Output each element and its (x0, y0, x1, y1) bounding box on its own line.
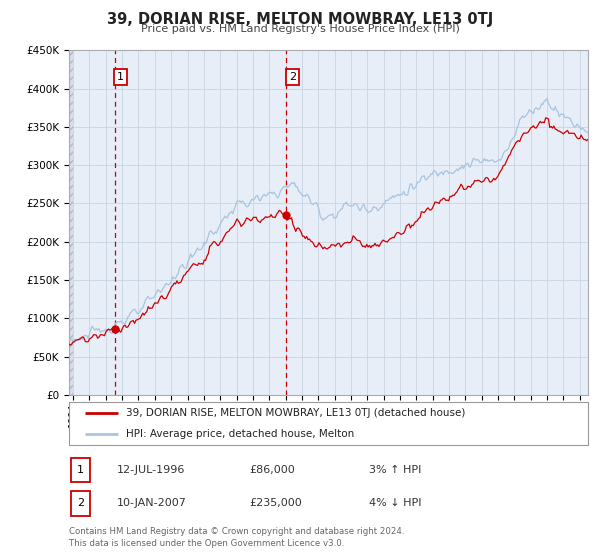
Text: Contains HM Land Registry data © Crown copyright and database right 2024.: Contains HM Land Registry data © Crown c… (69, 528, 404, 536)
Text: 12-JUL-1996: 12-JUL-1996 (117, 465, 185, 475)
Bar (69, 50, 73, 395)
Bar (71, 458, 90, 482)
Text: HPI: Average price, detached house, Melton: HPI: Average price, detached house, Melt… (126, 430, 355, 439)
Text: 3% ↑ HPI: 3% ↑ HPI (369, 465, 421, 475)
Text: 1: 1 (77, 465, 84, 475)
Text: £235,000: £235,000 (249, 498, 302, 508)
Text: 4% ↓ HPI: 4% ↓ HPI (369, 498, 421, 508)
Text: 2: 2 (77, 498, 84, 508)
Text: 10-JAN-2007: 10-JAN-2007 (117, 498, 187, 508)
Bar (71, 491, 90, 516)
Text: 39, DORIAN RISE, MELTON MOWBRAY, LE13 0TJ: 39, DORIAN RISE, MELTON MOWBRAY, LE13 0T… (107, 12, 493, 27)
Text: 2: 2 (289, 72, 296, 82)
Text: Price paid vs. HM Land Registry's House Price Index (HPI): Price paid vs. HM Land Registry's House … (140, 24, 460, 34)
Text: 39, DORIAN RISE, MELTON MOWBRAY, LE13 0TJ (detached house): 39, DORIAN RISE, MELTON MOWBRAY, LE13 0T… (126, 408, 466, 418)
Text: This data is licensed under the Open Government Licence v3.0.: This data is licensed under the Open Gov… (69, 539, 344, 548)
Text: 1: 1 (117, 72, 124, 82)
Text: £86,000: £86,000 (249, 465, 295, 475)
